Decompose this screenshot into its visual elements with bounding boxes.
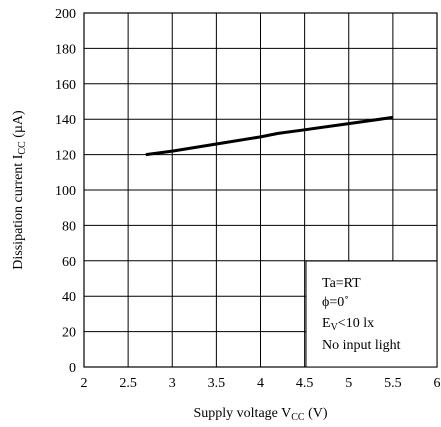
y-axis-label-main: Dissipation current I <box>11 154 26 269</box>
y-tick-label: 140 <box>55 113 76 128</box>
annotation-illuminance-main: E <box>322 316 331 331</box>
x-axis-label-sub: CC <box>291 412 305 423</box>
y-tick-label: 40 <box>62 290 76 305</box>
y-tick-label: 100 <box>55 184 76 199</box>
y-tick-label: 0 <box>69 361 76 376</box>
x-axis-label-tail: (V) <box>305 406 328 421</box>
x-tick-label: 2.5 <box>119 376 137 391</box>
y-axis-label-tail: (µA) <box>11 110 26 141</box>
annotation-box <box>305 260 438 368</box>
y-tick-label: 180 <box>55 42 76 57</box>
y-tick-label: 120 <box>55 149 76 164</box>
y-tick-labels: 0 20 40 60 80 100 120 140 160 180 200 <box>55 7 76 376</box>
x-tick-label: 3.5 <box>208 376 226 391</box>
y-tick-label: 20 <box>62 326 76 341</box>
annotation-illuminance-sub: V <box>331 322 339 333</box>
annotation-no-input-light: No input light <box>322 338 401 353</box>
x-tick-label: 5.5 <box>384 376 402 391</box>
y-axis-label-sub: CC <box>17 141 28 155</box>
x-tick-label: 3 <box>169 376 176 391</box>
x-tick-label: 2 <box>81 376 88 391</box>
x-tick-labels: 2 2.5 3 3.5 4 4.5 5 5.5 6 <box>81 376 441 391</box>
plot-frame <box>83 12 438 368</box>
x-tick-label: 6 <box>434 376 441 391</box>
annotation-illuminance-tail: <10 lx <box>338 316 374 331</box>
x-tick-label: 4 <box>257 376 264 391</box>
x-tick-label: 5 <box>345 376 352 391</box>
y-tick-label: 160 <box>55 78 76 93</box>
annotation-illuminance: EV<10 lx <box>322 316 374 333</box>
x-axis-label: Supply voltage VCC (V) <box>193 406 327 423</box>
series-line <box>145 115 394 157</box>
x-axis-label-main: Supply voltage V <box>193 406 291 421</box>
series-layer <box>145 115 394 157</box>
y-axis-label: Dissipation current ICC (µA) <box>11 110 28 270</box>
y-tick-label: 200 <box>55 7 76 22</box>
annotation-angle: ϕ=0˚ <box>322 295 349 310</box>
y-tick-label: 60 <box>62 255 76 270</box>
annotation-temperature: Ta=RT <box>322 276 361 291</box>
x-tick-label: 4.5 <box>296 376 314 391</box>
y-tick-label: 80 <box>62 219 76 234</box>
